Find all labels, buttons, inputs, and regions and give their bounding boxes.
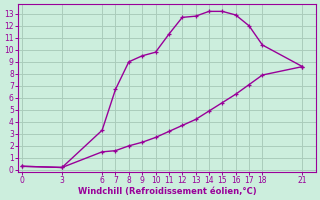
X-axis label: Windchill (Refroidissement éolien,°C): Windchill (Refroidissement éolien,°C) [77,187,256,196]
